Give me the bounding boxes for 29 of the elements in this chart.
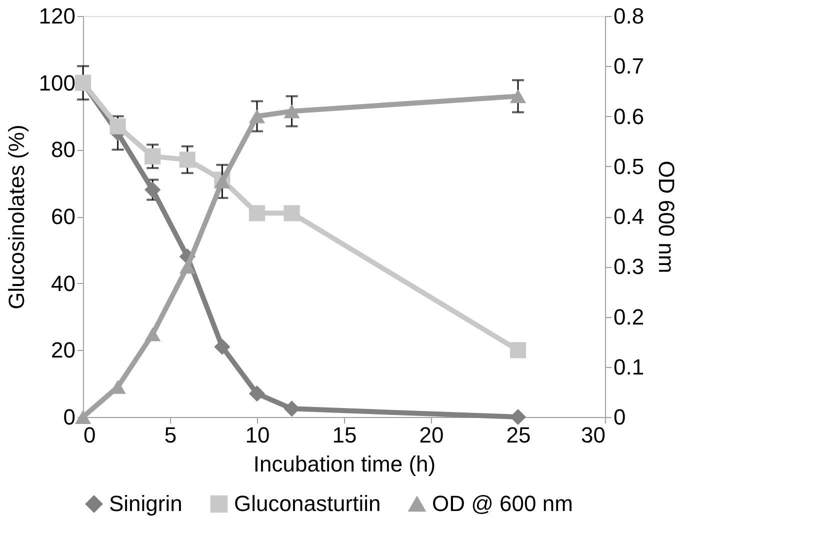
x-tick-label: 30 xyxy=(581,422,606,448)
y2-axis-title: OD 600 nm xyxy=(654,160,680,274)
x-tick-label: 5 xyxy=(164,422,177,448)
y-tick-label: 100 xyxy=(38,70,76,96)
y2-tick-label: 0.7 xyxy=(614,54,644,79)
x-tick-label: 20 xyxy=(419,422,444,448)
y-tick-label: 120 xyxy=(38,4,76,28)
y2-tick-label: 0.2 xyxy=(614,304,644,330)
y2-tick-label: 0.1 xyxy=(614,354,644,380)
legend-label: OD @ 600 nm xyxy=(432,491,573,516)
y-axis-title: Glucosinolates (%) xyxy=(4,124,29,310)
legend-label: Gluconasturtiin xyxy=(234,491,381,516)
y2-tick-label: 0.4 xyxy=(614,204,644,229)
y-tick-label: 40 xyxy=(51,270,76,296)
y2-tick-label: 0.6 xyxy=(614,104,644,129)
y-tick-label: 0 xyxy=(63,404,76,430)
x-tick-label: 0 xyxy=(84,422,96,448)
y-tick-label: 80 xyxy=(51,137,76,162)
y-tick-label: 60 xyxy=(51,204,76,229)
y2-tick-label: 0.5 xyxy=(614,154,644,179)
x-tick-label: 10 xyxy=(245,422,270,448)
x-tick-label: 25 xyxy=(506,422,531,448)
y2-tick-label: 0 xyxy=(614,404,626,430)
legend-label: Sinigrin xyxy=(109,491,182,516)
x-axis-title: Incubation time (h) xyxy=(253,452,436,476)
x-tick-label: 15 xyxy=(332,422,357,448)
y2-tick-label: 0.8 xyxy=(614,4,644,28)
y2-tick-label: 0.3 xyxy=(614,254,644,280)
y-tick-label: 20 xyxy=(51,338,76,363)
